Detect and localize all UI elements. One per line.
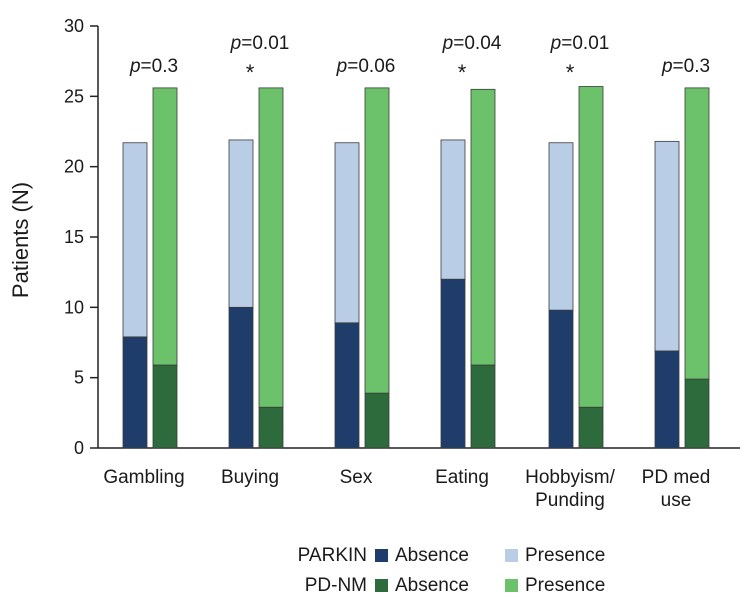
bar-parkin-presence: [548, 142, 574, 311]
p-value-label: p=0.06: [336, 56, 396, 77]
bar-pdnm-absence: [684, 378, 710, 449]
significance-star: *: [246, 60, 255, 85]
legend-swatch-pdnm-presence: [505, 579, 518, 592]
legend-swatch-parkin-presence: [505, 549, 518, 562]
bar-parkin-absence: [228, 306, 254, 449]
bar-pdnm-absence: [470, 364, 496, 449]
x-tick-label: Eating: [435, 467, 489, 488]
bar-parkin-presence: [440, 139, 466, 280]
bar-parkin-presence: [654, 140, 680, 352]
bar-parkin-presence: [228, 139, 254, 308]
bar-parkin-absence: [548, 309, 574, 449]
bar-parkin-absence: [654, 350, 680, 449]
legend-row-parkin: PARKIN Absence Presence: [255, 544, 606, 568]
bars: [122, 86, 710, 449]
bar-parkin-presence: [122, 142, 148, 338]
y-tick-label: 0: [74, 438, 84, 458]
legend-label-parkin-absence: Absence: [395, 545, 469, 566]
bar-pdnm-absence: [258, 406, 284, 449]
legend-swatch-pdnm-absence: [375, 579, 388, 592]
bar-parkin-presence: [334, 142, 360, 324]
legend-group-label: PARKIN: [297, 545, 367, 566]
significance-annotations: p=0.3 p=0.01 * p=0.06 p=0.04 * p=0.01 * p=0.3: [129, 33, 710, 85]
y-tick-label: 5: [74, 368, 84, 388]
p-value-label: p=0.3: [129, 56, 178, 77]
bar-pdnm-presence: [152, 87, 178, 366]
bar-parkin-absence: [334, 322, 360, 449]
axes: 0 5 10 15 20 25 30: [64, 16, 740, 458]
p-value-label: p=0.01: [550, 33, 610, 54]
bar-pdnm-presence: [470, 88, 496, 366]
significance-star: *: [566, 60, 575, 85]
bar-pdnm-absence: [578, 406, 604, 449]
bar-pdnm-presence: [684, 87, 710, 380]
bar-pdnm-absence: [364, 392, 390, 449]
legend-swatch-parkin-absence: [375, 549, 388, 562]
significance-star: *: [458, 60, 467, 85]
legend-group-label: PD-NM: [304, 575, 367, 596]
y-tick-label: 20: [64, 157, 84, 177]
bar-pdnm-presence: [364, 87, 390, 394]
x-tick-label: Hobbyism/Punding: [525, 467, 615, 511]
legend-row-pdnm: PD-NM Absence Presence: [255, 574, 606, 598]
y-tick-label: 15: [64, 227, 84, 247]
bar-pdnm-presence: [578, 86, 604, 408]
x-tick-labels: Gambling Buying Sex Eating Hobbyism/Punding P…: [103, 467, 710, 511]
legend-label-pdnm-absence: Absence: [395, 575, 469, 596]
x-tick-label: Buying: [221, 467, 279, 488]
p-value-label: p=0.3: [661, 56, 710, 77]
x-tick-label: Gambling: [103, 467, 184, 488]
y-tick-label: 25: [64, 86, 84, 106]
x-tick-label: Sex: [340, 467, 373, 488]
bar-parkin-absence: [440, 278, 466, 449]
bar-pdnm-absence: [152, 364, 178, 449]
p-value-label: p=0.01: [230, 33, 290, 54]
legend-label-pdnm-presence: Presence: [525, 575, 606, 596]
y-tick-label: 30: [64, 16, 84, 36]
y-tick-label: 10: [64, 297, 84, 317]
bar-parkin-absence: [122, 336, 148, 449]
x-tick-label: PD med use: [642, 467, 711, 511]
y-axis-label: Patients (N): [8, 182, 33, 298]
p-value-label: p=0.04: [442, 33, 502, 54]
legend-label-parkin-presence: Presence: [525, 545, 606, 566]
bar-pdnm-presence: [258, 87, 284, 408]
